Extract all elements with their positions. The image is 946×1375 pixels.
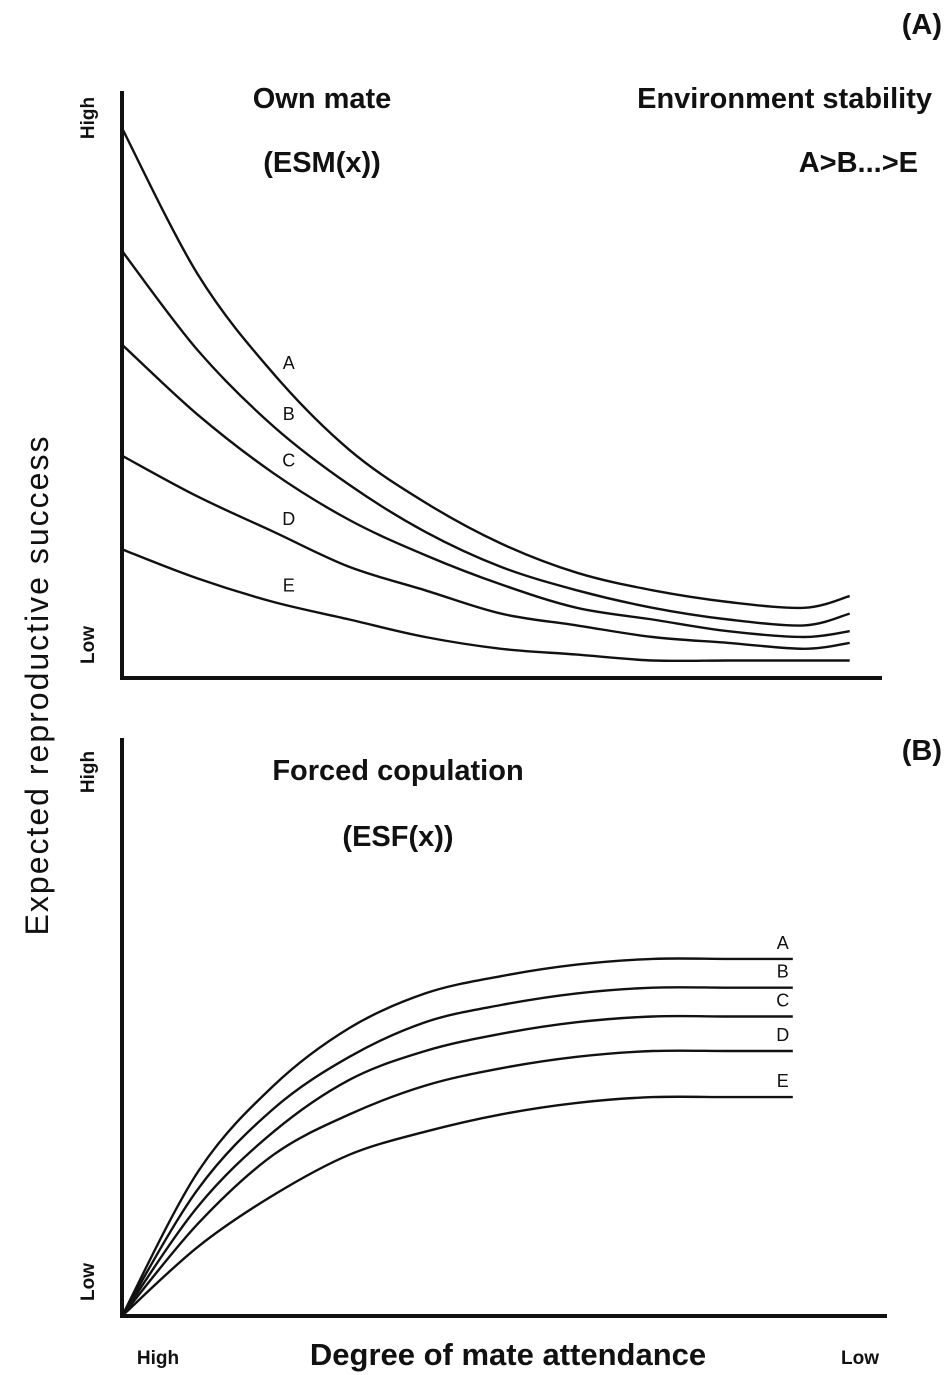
- panel-a-series-c-line: [121, 343, 850, 639]
- panel-a-series-a-label: A: [283, 353, 295, 373]
- panel-a-series-d-line: [121, 454, 850, 651]
- panel-b-series-c-label: C: [776, 991, 789, 1011]
- panel-b-series-a-line: [120, 957, 793, 1317]
- panel-b-series-c-line: [121, 1014, 793, 1317]
- x-tick-low: Low: [841, 1348, 879, 1369]
- x-axis-title: Degree of mate attendance: [310, 1337, 706, 1372]
- panel-b-series-a-label: A: [777, 933, 789, 953]
- panel-a: (A) Own mate (ESM(x)) Environment stabil…: [78, 9, 942, 680]
- panel-a-annotation-heading: Environment stability: [637, 83, 932, 115]
- panel-b-y-tick-low: Low: [78, 1263, 99, 1301]
- panel-a-subtitle: (ESM(x)): [263, 147, 381, 179]
- panel-a-series-b-line: [121, 250, 851, 627]
- panel-a-series-d-label: D: [282, 509, 295, 529]
- panel-a-curves: A B C D E: [120, 127, 851, 663]
- panel-a-series-e-line: [121, 548, 850, 663]
- x-tick-high: High: [137, 1348, 179, 1369]
- panel-b: (B) Forced copulation (ESF(x)) High Low …: [78, 735, 942, 1318]
- panel-b-series-e-label: E: [777, 1071, 789, 1091]
- y-axis-title: Expected reproductive success: [19, 435, 55, 936]
- panel-b-series-d-line: [121, 1049, 793, 1317]
- panel-b-series-e-line: [121, 1095, 793, 1317]
- panel-b-series-d-label: D: [776, 1025, 789, 1045]
- panel-a-series-e-label: E: [283, 576, 295, 596]
- panel-a-series-a-line: [120, 127, 851, 610]
- panel-a-series-c-label: C: [282, 451, 295, 471]
- panel-b-title: Forced copulation: [272, 755, 523, 787]
- panel-b-tag: (B): [902, 735, 942, 767]
- panel-b-series-b-label: B: [777, 962, 789, 982]
- panel-a-y-tick-low: Low: [78, 626, 99, 664]
- panel-a-series-b-label: B: [283, 404, 295, 424]
- panel-a-tag: (A): [902, 9, 942, 41]
- panel-a-y-tick-high: High: [78, 97, 99, 139]
- panel-b-series-b-line: [120, 986, 793, 1317]
- panel-b-subtitle: (ESF(x)): [342, 821, 453, 853]
- panel-a-title: Own mate: [253, 83, 392, 115]
- panel-a-annotation-ordering: A>B...>E: [799, 147, 918, 179]
- panel-b-y-tick-high: High: [78, 751, 99, 793]
